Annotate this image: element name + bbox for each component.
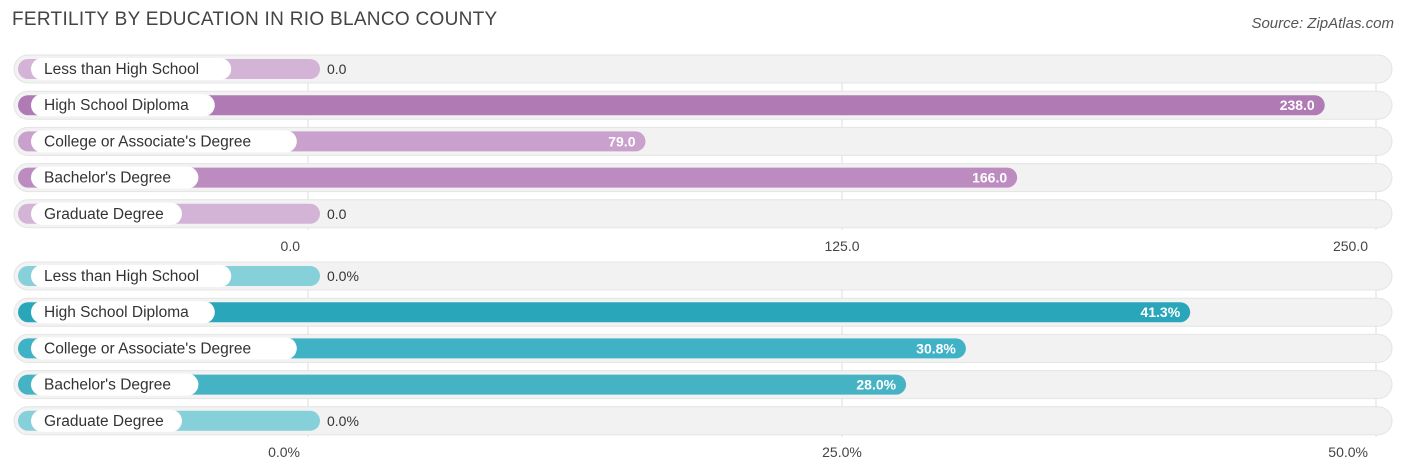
bar — [18, 167, 1018, 188]
bar — [18, 302, 1191, 323]
source-label: Source: ZipAtlas.com — [1251, 15, 1394, 32]
tick-label: 0.0 — [281, 238, 301, 254]
value-label: 30.8% — [916, 340, 956, 356]
category-label: Less than High School — [44, 61, 199, 78]
category-label-pill — [31, 265, 232, 287]
category-label: High School Diploma — [44, 97, 189, 114]
bar — [18, 95, 1325, 116]
category-label-pill — [31, 130, 297, 153]
value-label: 41.3% — [1140, 304, 1180, 320]
category-label-pill — [31, 166, 199, 189]
tick-label: 25.0% — [822, 444, 862, 460]
category-label-pill — [31, 202, 182, 225]
category-label: College or Associate's Degree — [44, 133, 251, 150]
row-track — [13, 406, 1393, 436]
category-label: Graduate Degree — [44, 413, 164, 430]
row-track — [13, 54, 1393, 84]
chart-title: FERTILITY BY EDUCATION IN RIO BLANCO COU… — [12, 9, 498, 30]
value-label: 0.0% — [327, 268, 359, 284]
category-label-pill — [31, 373, 199, 396]
category-label: High School Diploma — [44, 304, 189, 321]
value-label: 238.0 — [1280, 97, 1315, 113]
category-label-pill — [31, 301, 215, 324]
category-label-pill — [31, 58, 232, 80]
value-label: 0.0 — [327, 206, 347, 222]
value-label: 28.0% — [856, 377, 896, 393]
row-track — [13, 261, 1393, 291]
value-label: 166.0 — [972, 170, 1007, 186]
value-label: 79.0 — [608, 133, 635, 149]
category-label: Graduate Degree — [44, 206, 164, 223]
category-label-pill — [31, 337, 297, 360]
row-track — [13, 199, 1393, 229]
tick-label: 250.0 — [1333, 238, 1368, 254]
value-label: 0.0 — [327, 61, 347, 77]
tick-label: 50.0% — [1328, 444, 1368, 460]
category-label: Bachelor's Degree — [44, 377, 171, 394]
category-label-pill — [31, 409, 182, 432]
tick-label: 0.0% — [268, 444, 300, 460]
category-label: Bachelor's Degree — [44, 170, 171, 187]
bar — [18, 374, 907, 395]
category-label: College or Associate's Degree — [44, 340, 251, 357]
tick-label: 125.0 — [824, 238, 859, 254]
value-label: 0.0% — [327, 413, 359, 429]
category-label-pill — [31, 94, 215, 117]
category-label: Less than High School — [44, 268, 199, 285]
